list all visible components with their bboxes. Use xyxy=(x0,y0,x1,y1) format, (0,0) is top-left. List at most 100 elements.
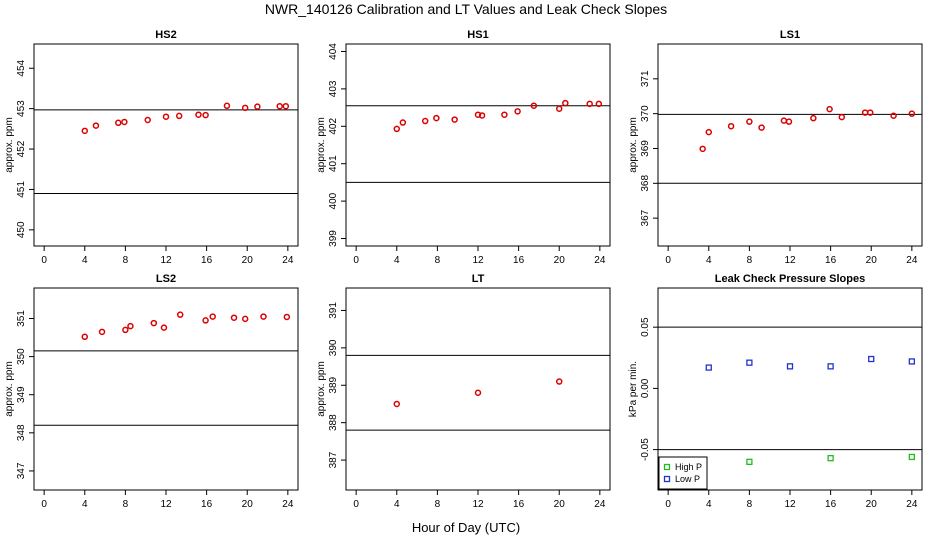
data-point-ls1 xyxy=(810,114,817,122)
x-tick-label: 8 xyxy=(123,499,129,510)
y-tick-label: 351 xyxy=(16,310,27,327)
x-tick-label: 12 xyxy=(160,499,172,510)
x-tick-label: 16 xyxy=(825,255,837,266)
data-point-low-p xyxy=(868,355,875,363)
y-tick-label: 348 xyxy=(16,424,27,441)
data-point-ls2 xyxy=(98,328,106,336)
x-tick-label: 24 xyxy=(282,499,294,510)
data-point-ls2 xyxy=(150,319,158,327)
y-tick-label: 388 xyxy=(328,414,339,431)
y-axis-label: approx. ppm xyxy=(4,361,15,417)
panel-lt: LT 0 4 8 12 16 20 24 387 388 389 390 391 approx. ppm xyxy=(316,273,611,510)
data-point-ls2 xyxy=(81,333,89,341)
data-point-hs1 xyxy=(474,111,482,118)
x-tick-label: 24 xyxy=(906,255,918,266)
x-tick-label: 16 xyxy=(513,255,525,266)
x-tick-label: 24 xyxy=(594,255,606,266)
data-point-lt xyxy=(393,400,401,408)
data-point-low-p xyxy=(746,359,753,366)
x-tick-label: 12 xyxy=(784,255,796,266)
data-point-hs1 xyxy=(530,102,538,109)
y-tick-label: 350 xyxy=(16,348,27,365)
x-tick-label: 0 xyxy=(665,499,671,510)
figure-title: NWR_140126 Calibration and LT Values and… xyxy=(265,1,667,17)
x-tick-label: 24 xyxy=(906,499,918,510)
data-point-ls1 xyxy=(890,112,897,119)
x-tick-label: 4 xyxy=(82,255,88,266)
data-point-hs1 xyxy=(433,114,440,122)
data-point-lt xyxy=(555,378,563,385)
x-tick-label: 4 xyxy=(82,499,88,510)
data-point-ls2 xyxy=(202,317,209,324)
data-point-hs1 xyxy=(586,100,593,108)
x-tick-label: 4 xyxy=(394,255,400,266)
y-tick-label: 367 xyxy=(640,209,651,226)
data-point-ls1 xyxy=(705,128,713,136)
data-point-hs2 xyxy=(282,102,290,110)
y-axis-label: approx. ppm xyxy=(316,361,327,417)
x-tick-label: 8 xyxy=(435,499,441,510)
data-point-ls2 xyxy=(122,326,129,334)
data-point-hs2 xyxy=(241,104,249,112)
legend-box xyxy=(658,456,708,490)
y-tick-label: 403 xyxy=(328,80,339,97)
data-point-hs1 xyxy=(399,119,407,126)
panel-title: HS2 xyxy=(155,29,176,41)
data-point-ls2 xyxy=(176,311,184,318)
data-point-ls1 xyxy=(866,109,874,116)
data-point-hs2 xyxy=(144,116,151,124)
x-tick-label: 16 xyxy=(825,499,837,510)
panel-title: LS2 xyxy=(156,273,176,285)
data-point-low-p xyxy=(705,364,712,371)
data-point-ls2 xyxy=(209,313,216,320)
data-point-hs2 xyxy=(202,111,209,119)
y-tick-label: 391 xyxy=(328,302,339,319)
data-point-hs2 xyxy=(276,102,283,110)
y-tick-label: 399 xyxy=(328,230,339,247)
data-point-hs1 xyxy=(501,111,508,118)
y-tick-label: 400 xyxy=(328,192,339,209)
data-point-hs1 xyxy=(478,112,486,119)
data-point-hs1 xyxy=(562,99,569,107)
y-axis-label: approx. ppm xyxy=(628,117,639,173)
data-point-ls1 xyxy=(908,110,916,117)
panel-ls2: LS2 0 4 8 12 16 20 24 347 348 349 350 351 approx. ppm xyxy=(4,273,299,510)
x-tick-label: 12 xyxy=(472,255,484,266)
data-point-ls1 xyxy=(780,117,788,124)
data-point-ls1 xyxy=(861,109,869,116)
y-tick-label: 450 xyxy=(16,221,27,238)
data-point-hs1 xyxy=(555,105,563,112)
data-point-high-p xyxy=(827,455,834,462)
x-tick-label: 4 xyxy=(706,499,712,510)
x-tick-label: 0 xyxy=(353,499,359,510)
y-tick-label: 368 xyxy=(640,175,651,192)
panel-ls1: LS1 0 4 8 12 16 20 24 367 368 369 370 371 approx. ppm xyxy=(628,29,923,266)
data-point-hs2 xyxy=(175,112,183,120)
data-point-low-p xyxy=(827,363,834,370)
x-tick-label: 12 xyxy=(784,499,796,510)
panel-leak-check-pressure-slopes: Leak Check Pressure Slopes 0 4 8 12 16 20 24 -0.… xyxy=(628,273,923,510)
data-point-hs2 xyxy=(195,111,202,118)
plot-frame xyxy=(345,287,611,491)
x-tick-label: 8 xyxy=(435,255,441,266)
x-tick-label: 16 xyxy=(201,255,213,266)
data-point-low-p xyxy=(908,358,915,365)
data-point-hs1 xyxy=(595,100,603,108)
data-point-ls2 xyxy=(230,314,238,321)
plot-frame xyxy=(33,287,299,491)
y-tick-label: 402 xyxy=(328,118,339,135)
data-point-ls1 xyxy=(758,124,765,131)
legend-marker-high-p xyxy=(663,463,671,471)
x-tick-label: 12 xyxy=(160,255,172,266)
x-tick-label: 12 xyxy=(472,499,484,510)
legend-marker-low-p xyxy=(663,475,671,483)
data-point-hs2 xyxy=(92,122,100,129)
x-tick-label: 24 xyxy=(282,255,294,266)
x-tick-label: 4 xyxy=(706,255,712,266)
plot-frame xyxy=(33,43,299,247)
y-tick-label: 387 xyxy=(328,451,339,468)
x-tick-label: 4 xyxy=(394,499,400,510)
x-tick-label: 8 xyxy=(747,255,753,266)
